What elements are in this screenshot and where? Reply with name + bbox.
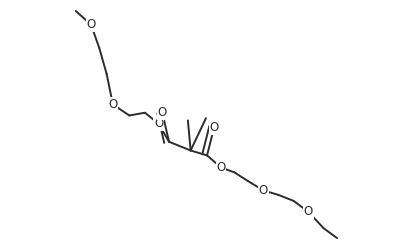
- Text: O: O: [154, 117, 163, 130]
- Text: O: O: [86, 18, 96, 31]
- Text: O: O: [304, 205, 313, 218]
- Text: O: O: [108, 98, 118, 111]
- Text: O: O: [216, 161, 225, 174]
- Text: O: O: [209, 121, 219, 134]
- Text: O: O: [259, 184, 268, 197]
- Text: O: O: [157, 106, 167, 119]
